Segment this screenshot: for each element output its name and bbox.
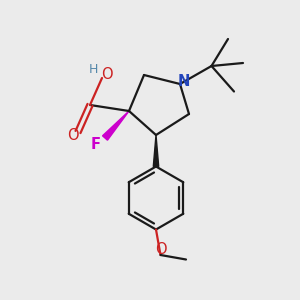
Text: O: O	[155, 242, 167, 257]
Polygon shape	[103, 111, 129, 140]
Text: H: H	[89, 63, 98, 76]
Text: O: O	[101, 67, 112, 82]
Polygon shape	[153, 135, 159, 166]
Text: F: F	[91, 137, 101, 152]
Text: N: N	[177, 74, 190, 89]
Text: O: O	[67, 128, 78, 142]
